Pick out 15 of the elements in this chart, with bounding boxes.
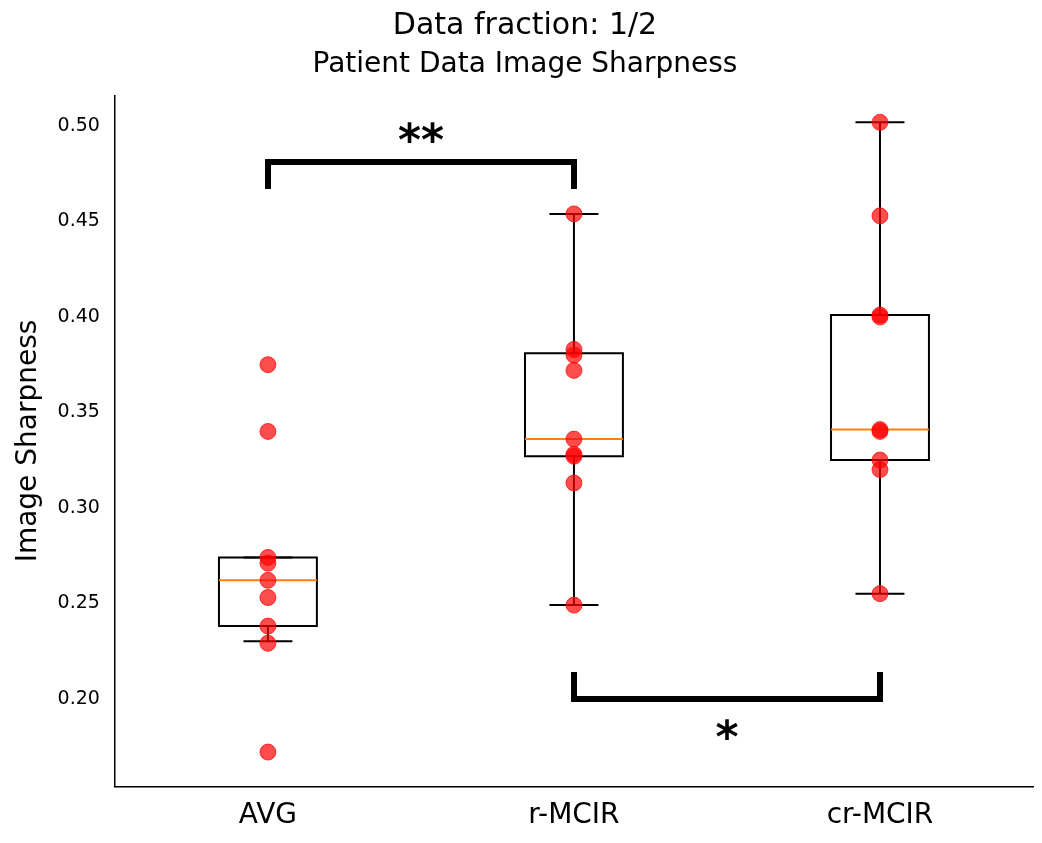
y-tick-label: 0.50	[57, 113, 100, 136]
y-tick-label: 0.35	[57, 399, 100, 422]
annotation: *	[715, 710, 739, 762]
y-tick-label: 0.25	[57, 590, 100, 613]
chart-title: Data fraction: 1/2	[392, 5, 658, 41]
x-tick-label: r-MCIR	[528, 797, 620, 831]
y-tick-label: 0.45	[57, 208, 100, 231]
y-tick-label: 0.20	[57, 685, 100, 708]
x-tick-label: AVG	[238, 797, 298, 831]
y-tick-label: 0.40	[57, 303, 100, 326]
x-tick-label: cr-MCIR	[826, 797, 934, 831]
chart-subtitle: Patient Data Image Sharpness	[312, 46, 738, 80]
y-axis-title: Image Sharpness	[10, 319, 44, 563]
y-tick-label: 0.30	[57, 494, 100, 517]
annotation: **	[397, 113, 444, 165]
